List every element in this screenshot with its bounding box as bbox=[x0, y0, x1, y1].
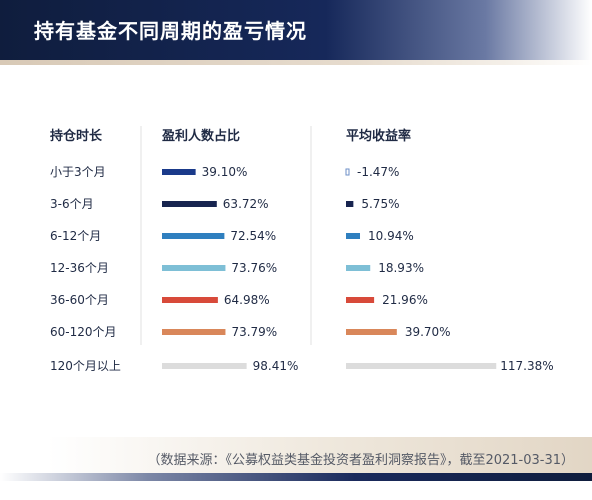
header-holding-period: 持仓时长 bbox=[50, 128, 103, 144]
category-label: 12-36个月 bbox=[50, 261, 109, 275]
profit-ratio-bar bbox=[162, 265, 226, 271]
profit-ratio-label: 63.72% bbox=[223, 197, 269, 211]
profit-ratio-bar bbox=[162, 363, 247, 369]
footer-divider bbox=[0, 473, 592, 481]
profit-ratio-bar bbox=[162, 169, 196, 175]
avg-return-label: 21.96% bbox=[382, 293, 428, 307]
category-label: 6-12个月 bbox=[50, 229, 101, 243]
profit-ratio-bar bbox=[162, 297, 218, 303]
profit-ratio-label: 73.79% bbox=[231, 325, 277, 339]
avg-return-bar bbox=[346, 265, 371, 271]
avg-return-label: 39.70% bbox=[405, 325, 451, 339]
avg-return-bar bbox=[346, 329, 397, 335]
category-label: 36-60个月 bbox=[50, 293, 109, 307]
source-note: （数据来源：《公募权益类基金投资者盈利洞察报告》，截至2021-03-31） bbox=[147, 453, 574, 468]
profit-ratio-bar bbox=[162, 201, 217, 207]
avg-return-bar bbox=[346, 233, 361, 239]
title-banner: 持有基金不同周期的盈亏情况 bbox=[0, 0, 592, 60]
category-label: 小于3个月 bbox=[50, 165, 106, 179]
avg-return-label: 117.38% bbox=[500, 359, 553, 373]
avg-return-bar bbox=[345, 168, 350, 176]
profit-ratio-bar bbox=[162, 329, 226, 335]
category-label: 60-120个月 bbox=[50, 325, 117, 339]
avg-return-bar bbox=[346, 297, 375, 303]
profit-ratio-label: 64.98% bbox=[224, 293, 270, 307]
page-title: 持有基金不同周期的盈亏情况 bbox=[34, 19, 307, 43]
avg-return-bar bbox=[346, 363, 497, 369]
footer-band bbox=[0, 437, 592, 473]
avg-return-bar bbox=[346, 201, 354, 207]
avg-return-label: -1.47% bbox=[357, 165, 399, 179]
profit-ratio-bar bbox=[162, 233, 225, 239]
profit-ratio-label: 72.54% bbox=[230, 229, 276, 243]
category-label: 3-6个月 bbox=[50, 197, 94, 211]
profit-ratio-label: 98.41% bbox=[253, 359, 299, 373]
avg-return-label: 5.75% bbox=[361, 197, 399, 211]
profit-ratio-label: 73.76% bbox=[231, 261, 277, 275]
profit-ratio-label: 39.10% bbox=[202, 165, 248, 179]
avg-return-label: 10.94% bbox=[368, 229, 414, 243]
header-avg-return: 平均收益率 bbox=[346, 128, 411, 144]
avg-return-label: 18.93% bbox=[378, 261, 424, 275]
header-profit-ratio: 盈利人数占比 bbox=[161, 128, 240, 144]
category-label: 120个月以上 bbox=[50, 359, 121, 373]
banner-divider bbox=[0, 60, 592, 65]
